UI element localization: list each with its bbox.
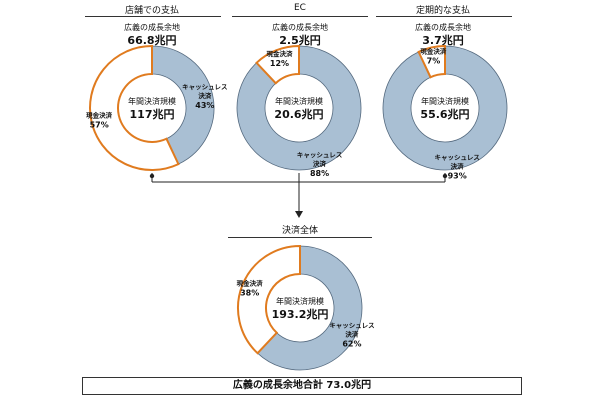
slice-name-cashless: キャッシュレス bbox=[182, 83, 227, 91]
slice-name-cashless: 決済 bbox=[313, 159, 327, 168]
slice-name-cashless: 決済 bbox=[345, 330, 359, 339]
growth-value-recurring: 3.7兆円 bbox=[422, 34, 464, 47]
slice-percent-cashless: 88% bbox=[310, 169, 329, 178]
slice-cashless bbox=[256, 245, 363, 371]
center-label: 年間決済規模 bbox=[275, 96, 323, 106]
panel-title-recurring: 定期的な支払 bbox=[415, 6, 470, 16]
total-growth-label: 広義の成長余地合計 bbox=[232, 380, 323, 391]
panel-rule-overall bbox=[228, 237, 372, 238]
slice-cashless bbox=[151, 45, 215, 165]
growth-label-store: 広義の成長余地 bbox=[124, 23, 180, 32]
growth-label-ec: 広義の成長余地 bbox=[272, 23, 328, 32]
panel-rule-ec bbox=[232, 16, 368, 17]
center-label: 年間決済規模 bbox=[276, 296, 324, 306]
slice-name-cashless: キャッシュレス bbox=[297, 151, 342, 159]
growth-value-ec: 2.5兆円 bbox=[279, 34, 321, 47]
panel-title-ec: EC bbox=[294, 3, 306, 13]
slice-name-cashless: 決済 bbox=[451, 161, 465, 170]
connector-lines bbox=[149, 173, 448, 218]
panel-rule-store bbox=[85, 16, 221, 17]
slice-name-cash: 現金決済 bbox=[266, 49, 293, 58]
slice-cashless bbox=[236, 45, 362, 171]
panel-title-overall: 決済全体 bbox=[281, 226, 318, 236]
center-value: 193.2兆円 bbox=[272, 307, 329, 321]
slice-percent-cashless: 43% bbox=[195, 101, 214, 110]
slice-cash bbox=[237, 244, 301, 355]
slice-cash bbox=[417, 44, 446, 79]
slice-name-cashless: キャッシュレス bbox=[434, 153, 479, 161]
slice-name-cashless: 決済 bbox=[198, 91, 212, 100]
slice-percent-cash: 57% bbox=[90, 120, 109, 129]
growth-value-store: 66.8兆円 bbox=[127, 34, 177, 47]
growth-label-recurring: 広義の成長余地 bbox=[415, 23, 471, 32]
center-value: 117兆円 bbox=[130, 107, 175, 121]
slice-percent-cashless: 93% bbox=[448, 171, 467, 180]
slice-cashless bbox=[382, 45, 508, 171]
panel-title-store: 店舗での支払 bbox=[124, 6, 179, 16]
slice-cash bbox=[255, 44, 300, 85]
slice-percent-cashless: 62% bbox=[342, 340, 361, 349]
slice-name-cashless: キャッシュレス bbox=[329, 322, 374, 330]
slice-percent-cash: 7% bbox=[427, 57, 441, 66]
total-growth-box: 広義の成長余地合計 73.0兆円 bbox=[82, 377, 522, 395]
slice-percent-cash: 38% bbox=[240, 289, 259, 298]
center-label: 年間決済規模 bbox=[421, 96, 469, 106]
slice-name-cash: 現金決済 bbox=[237, 279, 264, 288]
slice-cash bbox=[89, 44, 180, 171]
slice-percent-cash: 12% bbox=[270, 59, 289, 68]
center-value: 20.6兆円 bbox=[274, 107, 323, 121]
slice-name-cash: 現金決済 bbox=[86, 110, 113, 119]
center-value: 55.6兆円 bbox=[420, 107, 469, 121]
slice-name-cash: 現金決済 bbox=[420, 47, 447, 56]
center-label: 年間決済規模 bbox=[128, 96, 176, 106]
arrow-down-icon bbox=[295, 211, 303, 218]
panel-rule-recurring bbox=[376, 16, 512, 17]
total-growth-value: 73.0兆円 bbox=[326, 380, 372, 391]
